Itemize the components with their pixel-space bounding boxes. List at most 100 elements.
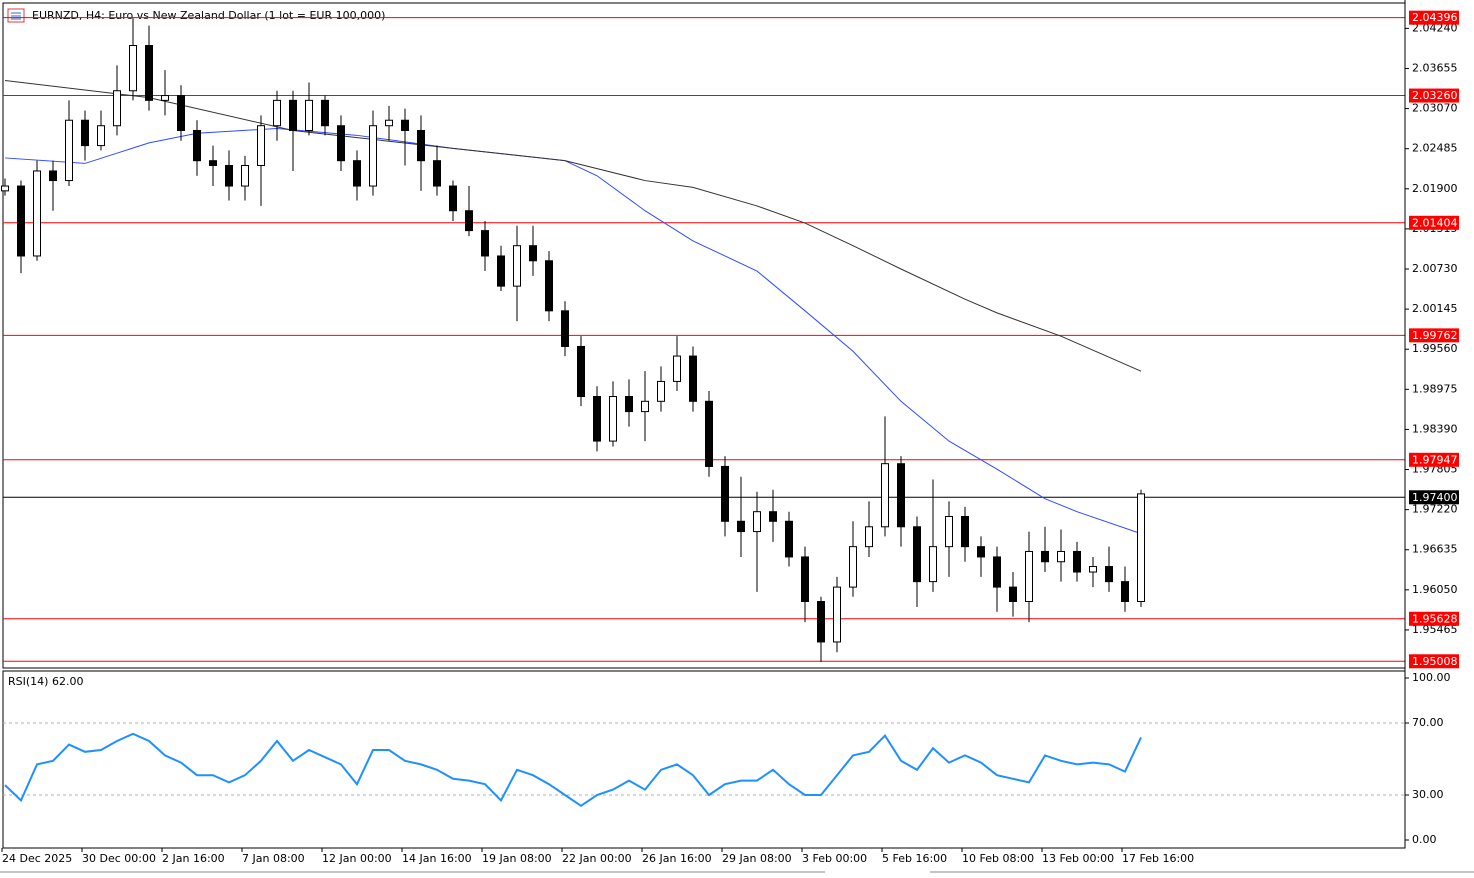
level-label-box (1409, 490, 1459, 505)
candle-body (129, 45, 137, 92)
candle-body (449, 185, 457, 212)
candle-body (1, 185, 9, 192)
candle-body (289, 99, 297, 132)
rsi-line (4, 732, 1142, 808)
x-tick-label: 26 Jan 16:00 (642, 852, 712, 865)
y-tick-label: 1.98975 (1412, 382, 1458, 395)
y-tick-label: 2.01900 (1412, 182, 1458, 195)
candle-body (881, 463, 889, 528)
candle-body (177, 95, 185, 132)
level-label-box (1409, 10, 1459, 25)
y-tick-label: 2.02485 (1412, 142, 1458, 155)
candle-body (257, 125, 265, 166)
candle-body (577, 345, 585, 398)
candle-body (625, 396, 633, 413)
x-tick-label: 5 Feb 16:00 (882, 852, 947, 865)
x-tick-label: 24 Dec 2025 (2, 852, 72, 865)
candle-body (337, 125, 345, 162)
level-label-box (1409, 654, 1459, 669)
candle-body (593, 396, 601, 442)
candle-body (865, 526, 873, 548)
candle-body (657, 380, 665, 402)
candle-body (369, 125, 377, 187)
y-tick-label: 1.97220 (1412, 503, 1458, 516)
y-tick-label: 70.00 (1412, 716, 1444, 729)
y-tick-label: 2.03655 (1412, 61, 1458, 74)
candle-body (977, 546, 985, 558)
candle-body (945, 515, 953, 548)
candle-body (145, 45, 153, 101)
candle-body (513, 245, 521, 287)
candle-body (753, 511, 761, 533)
candle-body (353, 160, 361, 187)
x-tick-label: 10 Feb 08:00 (962, 852, 1034, 865)
level-label: 1.99762 (1412, 329, 1458, 342)
y-tick-label: 1.96635 (1412, 543, 1458, 556)
candle-body (801, 556, 809, 603)
level-label: 2.04396 (1412, 11, 1458, 24)
candle-body (1025, 550, 1033, 603)
candle-body (817, 601, 825, 643)
y-tick-label: 1.99560 (1412, 342, 1458, 355)
candle-body (161, 95, 169, 101)
candle-body (833, 586, 841, 643)
x-tick-label: 7 Jan 08:00 (242, 852, 305, 865)
candle-body (1009, 586, 1017, 602)
candle-body (849, 546, 857, 588)
level-label: 1.97400 (1412, 491, 1458, 504)
rsi-title: RSI(14) 62.00 (8, 675, 83, 688)
y-tick-label: 0.00 (1412, 833, 1437, 846)
candle-body (1105, 566, 1113, 583)
candle-body (225, 164, 233, 187)
x-tick-label: 30 Dec 00:00 (82, 852, 156, 865)
y-tick-label: 2.03070 (1412, 102, 1458, 115)
candle-body (65, 119, 73, 182)
y-tick-label: 1.95465 (1412, 623, 1458, 636)
x-tick-label: 13 Feb 00:00 (1042, 852, 1114, 865)
y-tick-label: 30.00 (1412, 788, 1444, 801)
candle-body (1041, 550, 1049, 563)
candle-body (897, 463, 905, 528)
candle-body (1057, 550, 1065, 563)
candle-body (993, 556, 1001, 588)
y-tick-label: 100.00 (1412, 671, 1451, 684)
candle-body (97, 125, 105, 147)
y-tick-label: 2.00730 (1412, 262, 1458, 275)
x-tick-label: 22 Jan 00:00 (562, 852, 632, 865)
level-label: 1.97947 (1412, 453, 1458, 466)
level-label: 2.03260 (1412, 89, 1458, 102)
candle-body (305, 99, 313, 132)
candle-body (721, 465, 729, 522)
candle-body (785, 520, 793, 558)
candle-body (385, 119, 393, 127)
candle-body (193, 130, 201, 162)
candle-body (417, 130, 425, 162)
x-tick-label: 17 Feb 16:00 (1122, 852, 1194, 865)
candle-body (481, 230, 489, 257)
candle-body (321, 99, 329, 127)
chart-title: EURNZD, H4: Euro vs New Zealand Dollar (… (32, 9, 385, 22)
candle-body (689, 355, 697, 402)
candle-body (241, 164, 249, 187)
x-tick-label: 14 Jan 16:00 (402, 852, 472, 865)
candle-body (17, 185, 25, 257)
candle-body (673, 355, 681, 382)
candle-body (561, 310, 569, 347)
moving-average (4, 79, 1142, 372)
y-tick-label: 2.00145 (1412, 302, 1458, 315)
candle-body (705, 400, 713, 467)
candle-body (929, 546, 937, 583)
candle-body (1121, 581, 1129, 602)
candle-body (545, 260, 553, 312)
candle-body (961, 515, 969, 548)
candle-body (33, 170, 41, 257)
candle-body (529, 245, 537, 262)
level-label: 1.95628 (1412, 612, 1458, 625)
candle-body (913, 526, 921, 583)
x-tick-label: 2 Jan 16:00 (162, 852, 225, 865)
candle-body (1073, 550, 1081, 573)
level-label-box (1409, 611, 1459, 626)
x-tick-label: 19 Jan 08:00 (482, 852, 552, 865)
